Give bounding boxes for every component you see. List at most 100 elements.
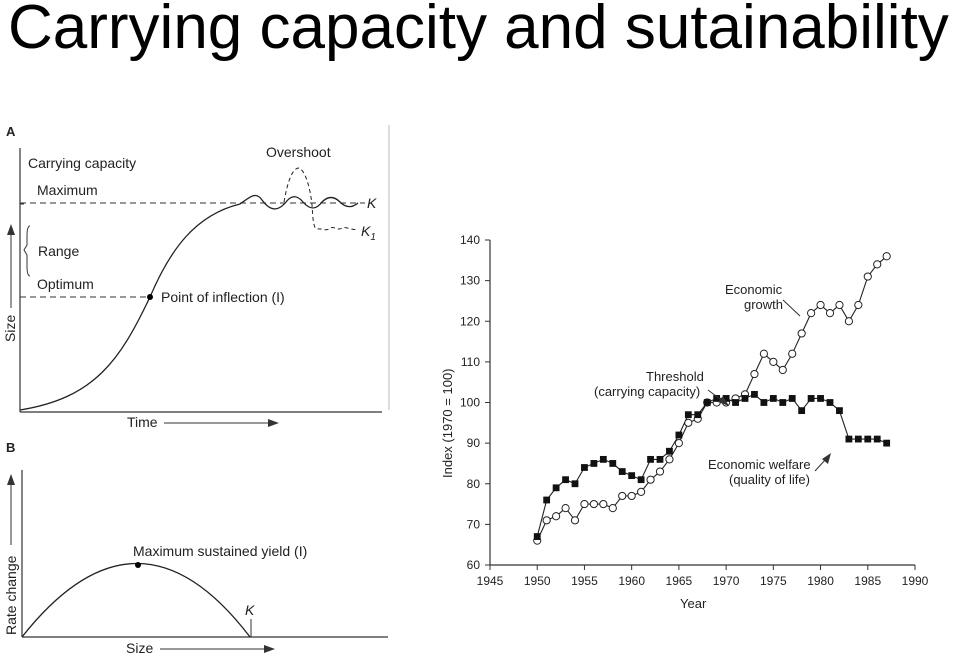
y-tick-label: 130 [460,274,480,288]
economic-welfare-point [637,476,645,484]
k1-label: K1 [361,223,376,243]
economic-growth-point [769,357,778,366]
threshold-annotation-line1: Threshold [646,369,704,384]
economic-growth-point [844,317,853,326]
threshold-arrowhead [718,396,729,406]
economic-growth-point [788,349,797,358]
inflection-point [147,294,153,300]
economic-growth-point [825,309,835,318]
x-tick-label: 1970 [713,574,740,588]
economic-growth-point [552,512,561,521]
panel-b-size-arrowhead [264,645,275,653]
economic-welfare-point [798,407,806,415]
economic-welfare-point [779,399,787,406]
economic-growth-point [655,467,665,476]
panel-a-xlabel: Time [127,414,158,430]
panel-b-k-label: K [245,602,255,618]
economic-growth-point [854,300,863,310]
economic-growth-point [674,439,683,448]
range-brace [23,225,31,277]
economic-welfare-point [703,399,711,406]
rate-arrowhead [7,474,15,485]
maximum-label: Maximum [37,182,98,198]
economic-growth-point [570,516,580,525]
economic-welfare-point [788,395,796,402]
yield-curve [21,563,251,638]
economic-welfare-point [760,399,768,406]
y-tick-label: 70 [467,517,481,531]
economic-growth-point [778,365,787,375]
econ-xlabel: Year [680,596,707,611]
economic-welfare-point [543,496,551,504]
economic-welfare-point [807,395,815,402]
economic-welfare-point [883,439,891,447]
optimum-label: Optimum [37,276,94,292]
economic-growth-point [627,491,636,501]
panel-b-letter: B [6,440,15,455]
economic-growth-point [637,487,646,496]
econ-markers [533,252,891,545]
welfare-annotation-line1: Economic welfare [708,457,811,472]
economic-welfare-point [873,435,881,443]
k-label: K [367,195,377,211]
economic-growth-point [608,504,617,513]
economic-welfare-point [817,395,824,402]
econ-y-ticks: 60 70 80 90 100 110 120 130 140 [460,233,490,572]
economic-growth-point [759,349,768,358]
economic-welfare-point [769,395,777,402]
econ-lines [536,255,888,541]
economic-welfare-point [836,407,843,415]
y-tick-label: 90 [467,436,481,450]
economic-welfare-point [741,395,749,402]
economic-welfare-point [826,399,834,406]
economic-welfare-point [647,455,654,463]
economic-welfare-point [581,464,588,471]
range-bracket [19,203,24,298]
panel-b-ylabel: Rate change [3,555,19,635]
size-arrowhead [7,224,15,235]
economic-welfare-point [552,484,560,492]
msy-label: Maximum sustained yield (I) [133,543,307,559]
economic-growth-point [599,499,608,509]
panel-a-ylabel: Size [2,315,18,342]
welfare-annotation-line2: (quality of life) [729,472,810,487]
economic-growth-point [684,418,693,427]
economic-welfare-point [609,460,617,467]
x-tick-label: 1965 [666,574,693,588]
y-tick-label: 140 [460,233,480,247]
overshoot-dashed-curve [283,167,359,231]
growth-annotation-line2: growth [744,297,783,312]
range-label: Range [38,243,79,259]
economic-growth-line [536,255,888,541]
y-tick-label: 110 [461,355,480,369]
economic-welfare-point [675,431,683,439]
y-tick-label: 60 [467,558,481,572]
economic-welfare-point [599,455,607,463]
threshold-annotation-line2: (carrying capacity) [594,384,700,399]
x-tick-label: 1950 [524,574,551,588]
y-tick-label: 100 [460,396,480,410]
econ-ylabel: Index (1970 = 100) [440,369,455,479]
economic-growth-point [580,499,589,509]
welfare-arrowhead [822,453,831,464]
economic-growth-point [807,309,816,318]
overshoot-label: Overshoot [266,144,331,160]
economic-welfare-point [618,468,626,475]
economic-chart: 60 70 80 90 100 110 120 130 140 1945 1950 1955 1960… [440,233,929,611]
economic-welfare-point [628,472,636,480]
economic-growth-point [646,475,655,484]
welfare-arrow [814,458,827,472]
panel-a-letter: A [6,124,16,139]
x-tick-label: 1985 [854,574,881,588]
economic-growth-point [589,499,598,509]
y-tick-label: 80 [467,477,481,491]
carrying-capacity-label: Carrying capacity [28,155,136,171]
panel-b-xlabel: Size [126,640,153,656]
economic-welfare-point [713,395,721,402]
x-tick-label: 1975 [760,574,787,588]
growth-annotation-line1: Economic [725,282,783,297]
economic-welfare-point [666,447,673,455]
economic-welfare-point [694,411,702,419]
economic-growth-point [665,455,674,464]
